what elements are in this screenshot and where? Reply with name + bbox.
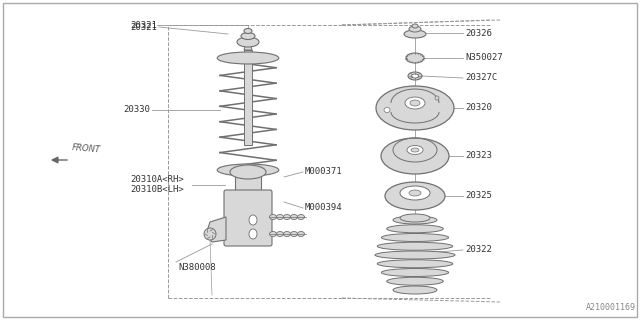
Text: 20320: 20320 bbox=[465, 103, 492, 113]
Text: N350027: N350027 bbox=[465, 53, 502, 62]
Ellipse shape bbox=[241, 33, 255, 39]
Ellipse shape bbox=[384, 108, 390, 113]
Ellipse shape bbox=[393, 216, 437, 224]
Ellipse shape bbox=[276, 231, 284, 236]
Ellipse shape bbox=[381, 138, 449, 174]
Ellipse shape bbox=[387, 277, 444, 285]
Bar bbox=[235, 173, 261, 200]
Text: 20310A<RH>: 20310A<RH> bbox=[130, 175, 184, 185]
Ellipse shape bbox=[276, 214, 284, 220]
Ellipse shape bbox=[291, 214, 298, 220]
Text: FRONT: FRONT bbox=[72, 142, 101, 154]
Ellipse shape bbox=[409, 190, 421, 196]
Text: A210001169: A210001169 bbox=[586, 303, 636, 312]
Ellipse shape bbox=[249, 229, 257, 239]
Text: 20321: 20321 bbox=[130, 20, 157, 29]
Ellipse shape bbox=[269, 231, 276, 236]
Ellipse shape bbox=[244, 28, 252, 34]
Ellipse shape bbox=[376, 86, 454, 130]
Ellipse shape bbox=[298, 214, 305, 220]
Ellipse shape bbox=[405, 97, 425, 109]
Polygon shape bbox=[206, 217, 226, 242]
Text: M000394: M000394 bbox=[305, 204, 342, 212]
Ellipse shape bbox=[408, 72, 422, 80]
Ellipse shape bbox=[284, 214, 291, 220]
Ellipse shape bbox=[400, 186, 430, 200]
Ellipse shape bbox=[387, 225, 444, 233]
Ellipse shape bbox=[269, 214, 276, 220]
Ellipse shape bbox=[400, 214, 430, 222]
Text: 20322: 20322 bbox=[465, 245, 492, 254]
Ellipse shape bbox=[204, 228, 216, 240]
Ellipse shape bbox=[410, 100, 420, 106]
Bar bbox=[244, 50, 252, 145]
Ellipse shape bbox=[217, 164, 279, 176]
Ellipse shape bbox=[406, 53, 424, 63]
Text: 20321: 20321 bbox=[130, 22, 157, 31]
Polygon shape bbox=[244, 42, 252, 50]
Text: 20325: 20325 bbox=[465, 191, 492, 201]
Ellipse shape bbox=[284, 231, 291, 236]
Ellipse shape bbox=[298, 231, 305, 236]
Ellipse shape bbox=[393, 286, 437, 294]
Ellipse shape bbox=[407, 146, 423, 155]
Ellipse shape bbox=[381, 234, 449, 242]
Text: 20326: 20326 bbox=[465, 28, 492, 37]
Ellipse shape bbox=[377, 260, 452, 268]
Ellipse shape bbox=[249, 215, 257, 225]
Ellipse shape bbox=[435, 96, 439, 100]
Ellipse shape bbox=[404, 30, 426, 38]
Text: 20327C: 20327C bbox=[465, 74, 497, 83]
Text: 20330: 20330 bbox=[123, 106, 150, 115]
Ellipse shape bbox=[237, 37, 259, 47]
Ellipse shape bbox=[412, 24, 418, 28]
Ellipse shape bbox=[412, 74, 419, 78]
Ellipse shape bbox=[411, 148, 419, 152]
Text: 20323: 20323 bbox=[465, 151, 492, 161]
Text: M000371: M000371 bbox=[305, 167, 342, 177]
Ellipse shape bbox=[230, 165, 266, 179]
FancyBboxPatch shape bbox=[224, 190, 272, 246]
Ellipse shape bbox=[381, 268, 449, 276]
Ellipse shape bbox=[385, 182, 445, 210]
Text: 20310B<LH>: 20310B<LH> bbox=[130, 186, 184, 195]
Ellipse shape bbox=[217, 52, 279, 64]
Text: N380008: N380008 bbox=[178, 263, 216, 273]
Ellipse shape bbox=[377, 242, 452, 250]
Ellipse shape bbox=[291, 231, 298, 236]
Ellipse shape bbox=[409, 26, 421, 32]
Ellipse shape bbox=[375, 251, 455, 259]
